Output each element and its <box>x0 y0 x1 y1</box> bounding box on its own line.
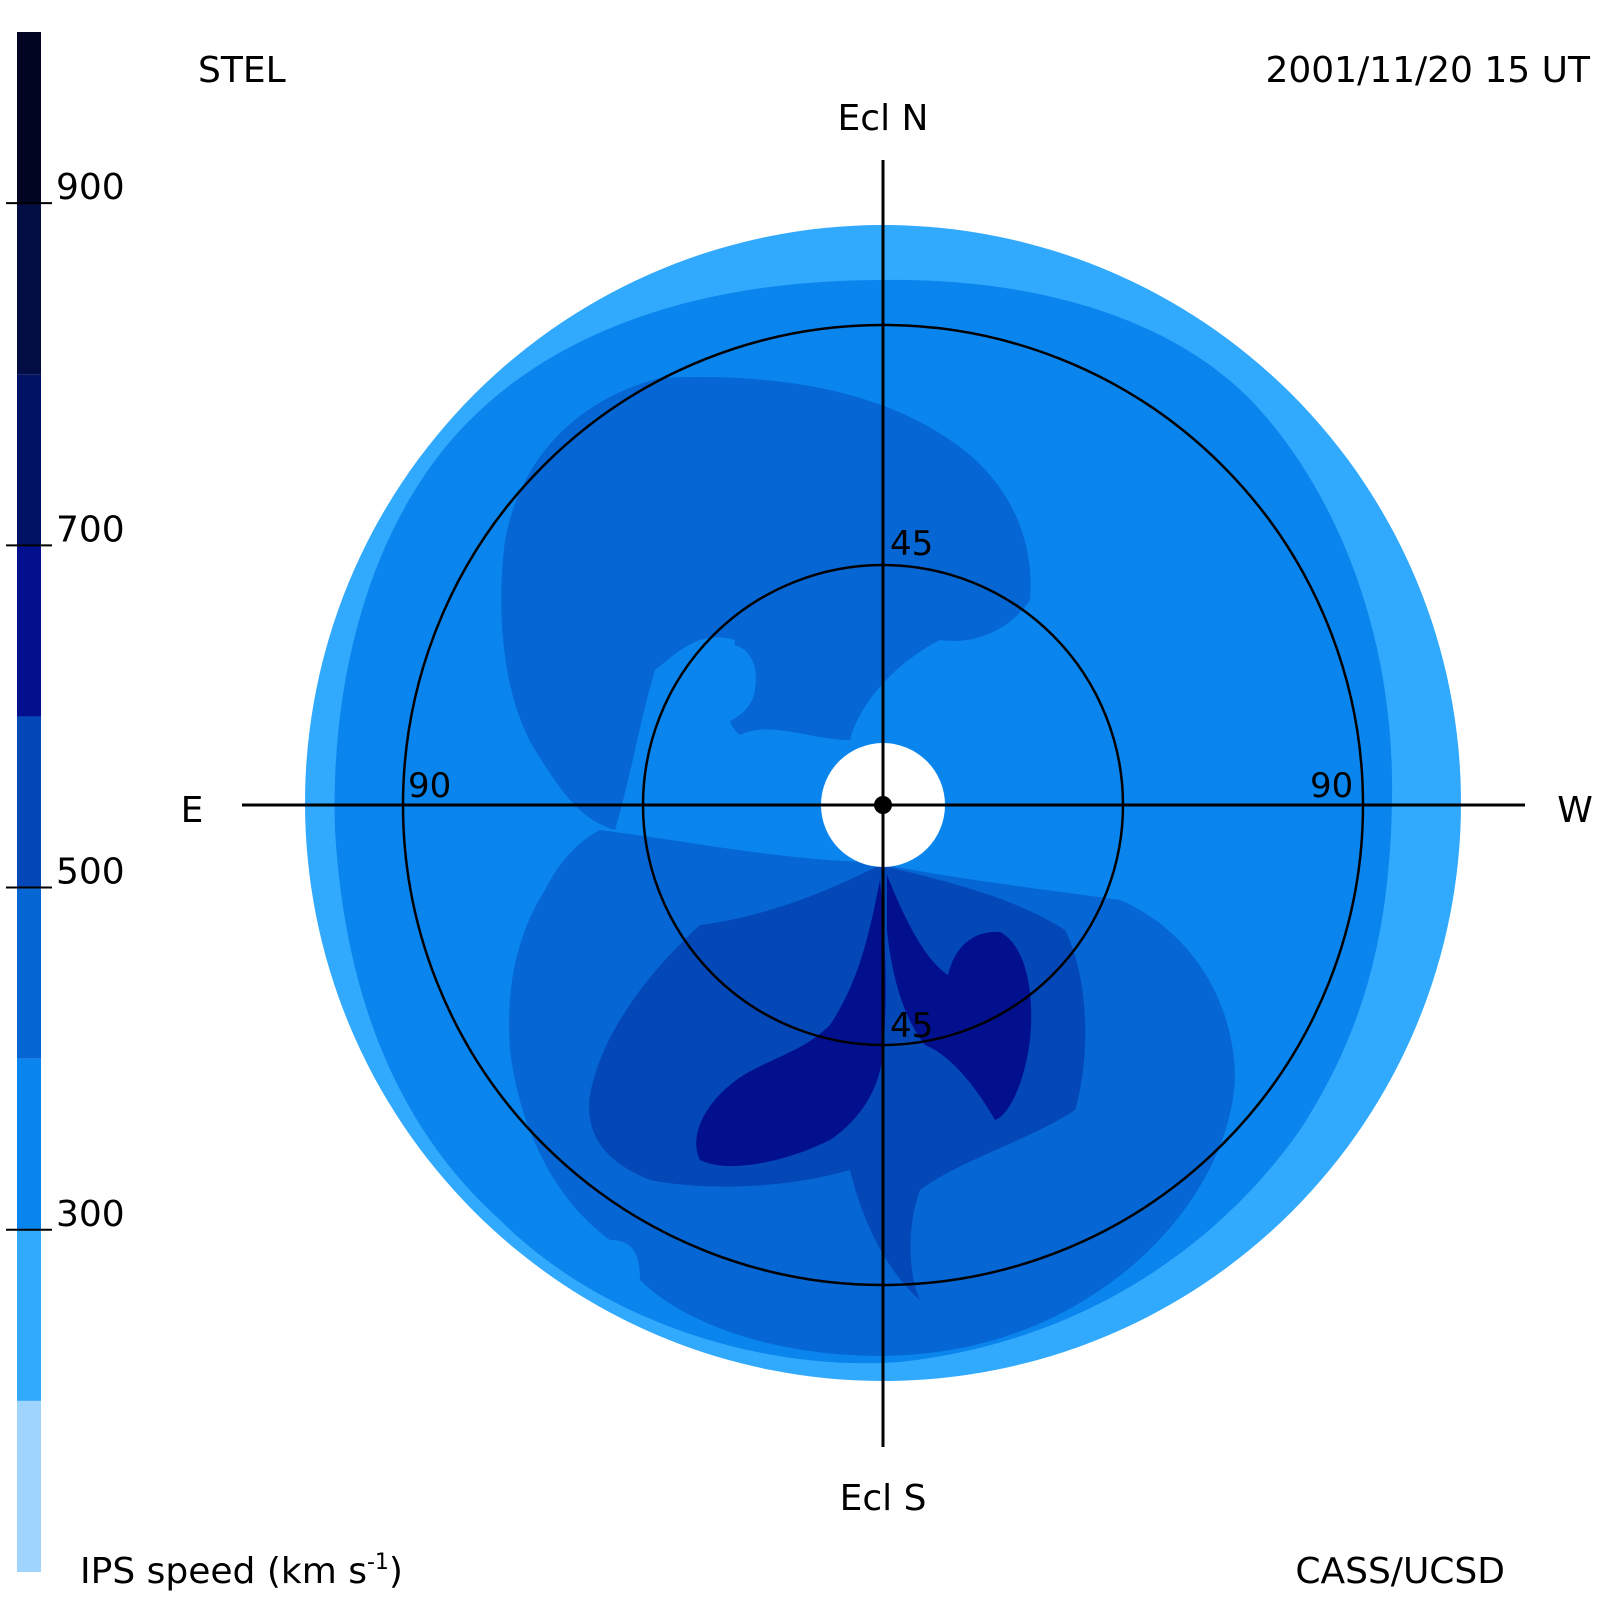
colorbar-ticks: 300 500 700 900 <box>6 167 125 1235</box>
region-south-fast-stream-west <box>887 875 1032 1120</box>
sun-center-dot <box>874 796 892 814</box>
colorbar-band-600-700 <box>17 545 41 717</box>
coordinate-grid <box>242 160 1525 1447</box>
direction-west-label: W <box>1557 790 1593 831</box>
credit-label: CASS/UCSD <box>1295 1551 1505 1592</box>
colorbar-title-exponent: -1 <box>367 1550 389 1575</box>
ring-label-90-east: 90 <box>408 766 451 806</box>
colorbar-band-400-500 <box>17 887 41 1059</box>
colorbar-title: IPS speed (km s-1) <box>80 1550 403 1592</box>
colorbar-tick-label-900: 900 <box>56 167 125 208</box>
colorbar <box>17 32 41 1572</box>
direction-east-label: E <box>181 790 204 831</box>
observatory-label: STEL <box>198 50 286 91</box>
region-inner-patch-west <box>945 750 997 802</box>
colorbar-tick-label-700: 700 <box>56 509 125 550</box>
colorbar-band-800-900 <box>17 203 41 375</box>
colorbar-tick-label-500: 500 <box>56 852 125 893</box>
colorbar-band-200-300 <box>17 1229 41 1401</box>
ring-label-45-south: 45 <box>890 1006 933 1046</box>
colorbar-band-700-800 <box>17 374 41 546</box>
ring-label-45-north: 45 <box>890 524 933 564</box>
region-inner-patch-east <box>702 644 756 725</box>
colorbar-band-900-1000 <box>17 32 41 204</box>
colorbar-tick-label-300: 300 <box>56 1194 125 1235</box>
timestamp-label: 2001/11/20 15 UT <box>1265 50 1591 91</box>
direction-north-label: Ecl N <box>838 98 929 139</box>
ring-label-90-west: 90 <box>1310 766 1353 806</box>
direction-south-label: Ecl S <box>840 1478 927 1519</box>
colorbar-title-main: IPS speed (km s <box>80 1551 367 1592</box>
colorbar-band-100-200 <box>17 1400 41 1572</box>
colorbar-band-500-600 <box>17 716 41 888</box>
colorbar-band-300-400 <box>17 1058 41 1230</box>
region-south-fast-stream-east <box>696 880 886 1167</box>
colorbar-title-close: ) <box>389 1551 403 1592</box>
region-north-lobe <box>501 376 1031 830</box>
